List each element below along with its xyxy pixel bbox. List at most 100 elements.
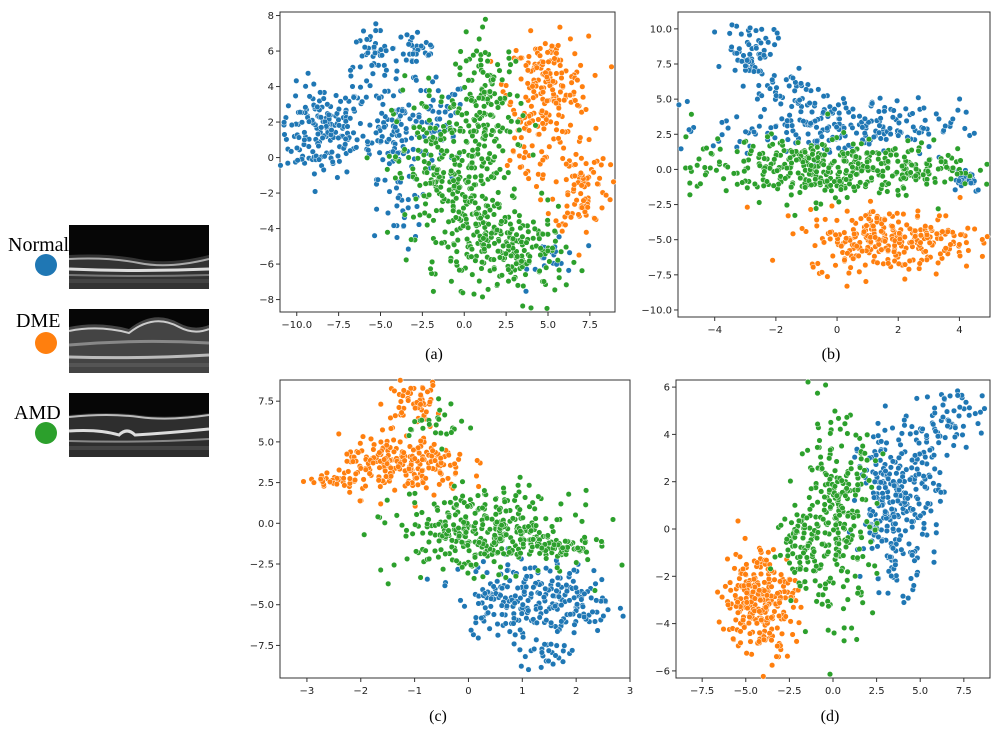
point-dme	[757, 570, 765, 578]
point-dme	[346, 489, 353, 496]
point-amd	[415, 147, 422, 154]
point-amd	[445, 513, 452, 520]
point-amd	[481, 142, 488, 150]
point-normal	[556, 233, 563, 240]
point-amd	[519, 112, 527, 119]
point-amd	[392, 174, 399, 182]
point-dme	[776, 612, 783, 620]
point-dme	[536, 131, 543, 138]
point-amd	[771, 156, 778, 163]
point-amd	[868, 484, 875, 491]
point-amd	[874, 167, 881, 174]
point-amd	[519, 514, 526, 521]
point-normal	[939, 414, 947, 421]
point-normal	[952, 186, 959, 193]
point-dme	[578, 109, 585, 116]
point-dme	[793, 638, 800, 645]
point-normal	[521, 565, 529, 572]
point-normal	[952, 424, 959, 431]
point-dme	[901, 233, 908, 241]
point-dme	[417, 392, 424, 399]
point-dme	[749, 588, 757, 595]
point-normal	[904, 495, 911, 502]
point-amd	[838, 442, 845, 450]
point-dme	[789, 230, 797, 237]
point-normal	[919, 531, 926, 538]
point-normal	[314, 103, 321, 110]
point-dme	[947, 241, 954, 248]
point-normal	[433, 74, 440, 81]
point-dme	[746, 630, 754, 637]
point-amd	[887, 151, 894, 159]
x-tick-label: 1	[519, 686, 525, 697]
point-normal	[435, 87, 442, 94]
point-normal	[684, 98, 691, 105]
point-amd	[423, 169, 430, 176]
point-dme	[436, 481, 443, 488]
point-normal	[979, 392, 986, 399]
point-normal	[914, 495, 921, 502]
point-dme	[900, 211, 907, 218]
point-amd	[813, 168, 820, 175]
point-amd	[791, 502, 798, 509]
point-dme	[782, 613, 789, 620]
point-normal	[302, 104, 309, 111]
point-amd	[544, 217, 551, 224]
point-amd	[821, 501, 828, 508]
point-amd	[508, 118, 515, 125]
point-dme	[856, 268, 863, 275]
point-dme	[529, 142, 536, 149]
point-normal	[949, 115, 956, 123]
point-dme	[524, 67, 531, 74]
point-normal	[337, 98, 344, 105]
point-amd	[537, 245, 544, 252]
point-dme	[905, 266, 912, 273]
point-amd	[412, 521, 419, 528]
point-normal	[875, 589, 882, 596]
point-amd	[472, 173, 479, 181]
point-dme	[560, 145, 567, 152]
point-amd	[401, 72, 408, 79]
point-amd	[833, 492, 840, 499]
point-amd	[495, 143, 503, 150]
point-amd	[475, 205, 482, 212]
point-normal	[912, 486, 920, 493]
point-normal	[892, 492, 899, 499]
point-dme	[849, 217, 856, 224]
point-dme	[891, 248, 898, 255]
point-normal	[430, 97, 437, 104]
point-normal	[778, 115, 785, 122]
series-amd	[682, 110, 991, 219]
point-amd	[858, 140, 865, 147]
point-amd	[872, 457, 879, 464]
point-amd	[488, 101, 495, 108]
point-amd	[860, 472, 867, 479]
point-amd	[436, 407, 443, 414]
point-normal	[883, 527, 890, 534]
point-normal	[805, 130, 812, 138]
point-normal	[321, 153, 328, 160]
point-amd	[814, 144, 821, 151]
point-amd	[793, 156, 800, 164]
point-normal	[742, 62, 749, 69]
point-amd	[779, 138, 786, 145]
point-normal	[504, 567, 511, 574]
point-amd	[465, 178, 472, 185]
point-normal	[813, 124, 820, 131]
point-amd	[517, 550, 524, 557]
point-dme	[563, 161, 570, 168]
point-amd	[459, 478, 466, 485]
point-amd	[864, 158, 871, 165]
point-normal	[536, 590, 543, 597]
point-amd	[831, 158, 838, 165]
point-normal	[971, 130, 978, 137]
point-normal	[350, 129, 357, 136]
point-amd	[854, 486, 861, 494]
point-dme	[727, 587, 734, 594]
point-amd	[438, 98, 445, 105]
point-normal	[512, 592, 519, 599]
point-dme	[572, 151, 580, 158]
point-amd	[537, 251, 544, 259]
point-dme	[859, 248, 866, 255]
point-normal	[435, 109, 442, 116]
